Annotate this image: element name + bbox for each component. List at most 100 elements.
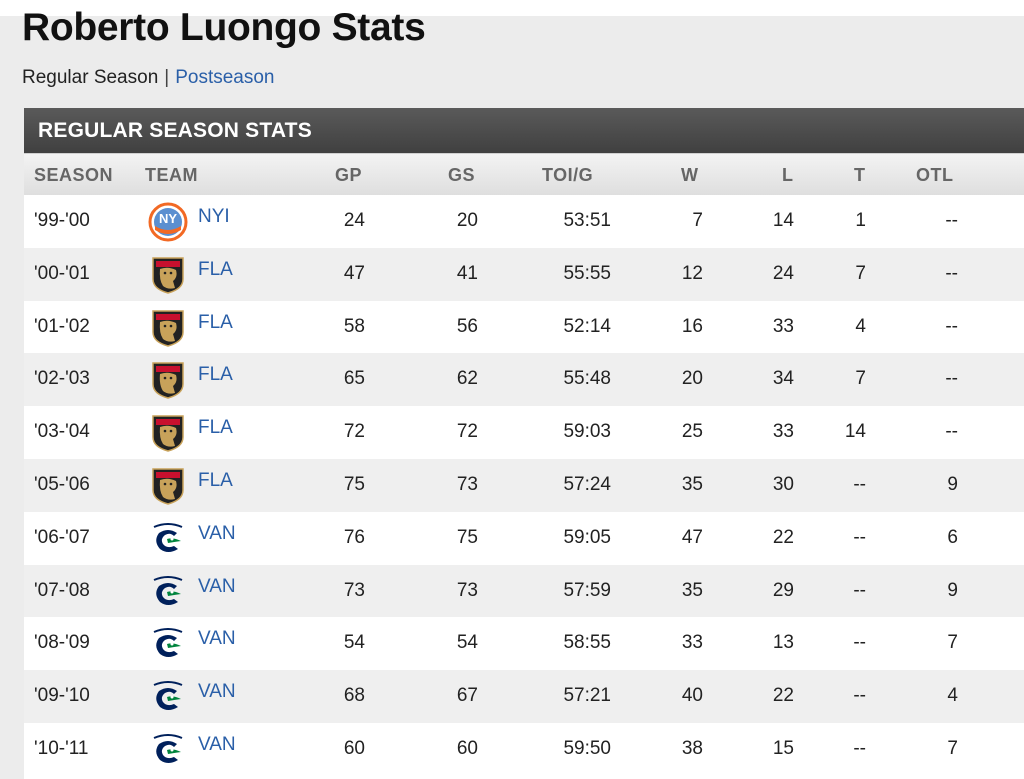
- cell-w: 38: [681, 737, 703, 759]
- table-row: '07-'08 VAN 73 73 57:59 35 29 -- 9: [24, 564, 1024, 618]
- cell-w: 7: [692, 210, 703, 231]
- stats-panel: REGULAR SEASON STATS SEASON TEAM GP GS T…: [24, 108, 1024, 779]
- cell-season: '99-'00: [34, 210, 90, 231]
- cell-season: '07-'08: [34, 579, 90, 601]
- postseason-link[interactable]: Postseason: [175, 67, 275, 88]
- table-row: '09-'10 VAN 68 67 57:21 40 22 -- 4: [24, 670, 1024, 723]
- cell-l: 29: [772, 579, 794, 601]
- cell-t: 14: [844, 421, 866, 443]
- cell-l: 33: [772, 315, 794, 337]
- canucks-logo-icon[interactable]: [148, 624, 188, 664]
- cell-toi: 55:55: [563, 262, 611, 284]
- cell-otl: 4: [947, 685, 958, 707]
- team-cell: NYI: [198, 191, 230, 243]
- team-link[interactable]: VAN: [198, 733, 236, 755]
- team-cell: FLA: [198, 349, 233, 401]
- col-gp: GP: [335, 165, 363, 185]
- table-row: '99-'00 NYI 24 20 53:51 7 14 1 --: [24, 195, 1024, 248]
- panthers-logo-icon[interactable]: [148, 360, 188, 400]
- cell-gp: 58: [343, 315, 365, 337]
- team-link[interactable]: FLA: [198, 311, 233, 333]
- table-row: '08-'09 VAN 54 54 58:55 33 13 -- 7: [24, 617, 1024, 671]
- cell-gs: 56: [456, 315, 478, 337]
- cell-otl: --: [945, 421, 958, 443]
- table-row: '02-'03 FLA 65 62 55:48 20 34 7 --: [24, 353, 1024, 407]
- cell-t: 7: [855, 262, 866, 284]
- cell-toi: 57:24: [563, 473, 611, 495]
- canucks-logo-icon[interactable]: [148, 519, 188, 559]
- cell-t: --: [853, 526, 866, 548]
- cell-t: --: [853, 579, 866, 601]
- team-link[interactable]: FLA: [198, 417, 233, 439]
- team-link[interactable]: VAN: [198, 575, 236, 597]
- cell-otl: 6: [947, 526, 958, 548]
- team-link[interactable]: FLA: [198, 258, 233, 280]
- team-link[interactable]: FLA: [198, 469, 233, 491]
- cell-gs: 73: [456, 473, 478, 495]
- cell-season: '00-'01: [34, 262, 90, 284]
- cell-t: --: [853, 632, 866, 654]
- cell-w: 47: [681, 526, 703, 548]
- panthers-logo-icon[interactable]: [148, 466, 188, 506]
- cell-l: 30: [772, 473, 794, 495]
- cell-gp: 47: [343, 262, 365, 284]
- cell-toi: 59:50: [563, 737, 611, 759]
- panthers-logo-icon[interactable]: [148, 308, 188, 348]
- cell-otl: 9: [947, 473, 958, 495]
- column-headers: SEASON TEAM GP GS TOI/G W L T OTL: [24, 153, 1024, 196]
- cell-toi: 59:03: [563, 421, 611, 443]
- cell-t: 7: [855, 368, 866, 390]
- cell-gp: 24: [343, 210, 365, 231]
- team-cell: VAN: [198, 508, 236, 560]
- col-gs: GS: [448, 165, 476, 185]
- cell-w: 35: [681, 579, 703, 601]
- cell-l: 15: [772, 737, 794, 759]
- cell-w: 40: [681, 685, 703, 707]
- canucks-logo-icon[interactable]: [148, 677, 188, 717]
- islanders-logo-icon[interactable]: [148, 202, 188, 242]
- cell-t: --: [853, 737, 866, 759]
- cell-gp: 60: [343, 737, 365, 759]
- cell-w: 25: [681, 421, 703, 443]
- cell-season: '02-'03: [34, 368, 90, 390]
- canucks-logo-icon[interactable]: [148, 730, 188, 770]
- cell-season: '10-'11: [34, 737, 89, 759]
- cell-l: 13: [772, 632, 794, 654]
- cell-season: '01-'02: [34, 315, 90, 337]
- cell-otl: --: [945, 210, 958, 231]
- team-cell: VAN: [198, 613, 236, 665]
- cell-toi: 57:59: [563, 579, 611, 601]
- team-link[interactable]: FLA: [198, 364, 233, 386]
- col-l: L: [782, 165, 794, 185]
- cell-season: '08-'09: [34, 632, 90, 654]
- team-link[interactable]: NYI: [198, 206, 230, 227]
- team-cell: FLA: [198, 402, 233, 454]
- cell-l: 34: [772, 368, 794, 390]
- canucks-logo-icon[interactable]: [148, 572, 188, 612]
- cell-toi: 55:48: [563, 368, 611, 390]
- cell-l: 33: [772, 421, 794, 443]
- cell-otl: --: [945, 368, 958, 390]
- cell-gp: 65: [343, 368, 365, 390]
- cell-w: 33: [681, 632, 703, 654]
- panthers-logo-icon[interactable]: [148, 255, 188, 295]
- team-link[interactable]: VAN: [198, 628, 236, 650]
- cell-otl: 9: [947, 579, 958, 601]
- cell-gs: 20: [456, 210, 478, 231]
- col-toig: TOI/G: [542, 165, 594, 185]
- table-row: '06-'07 VAN 76 75 59:05 47 22 -- 6: [24, 511, 1024, 565]
- page-title: Roberto Luongo Stats: [22, 6, 426, 49]
- panthers-logo-icon[interactable]: [148, 413, 188, 453]
- cell-gs: 73: [456, 579, 478, 601]
- cell-w: 16: [681, 315, 703, 337]
- cell-gs: 62: [456, 368, 478, 390]
- cell-gp: 68: [343, 685, 365, 707]
- cell-toi: 59:05: [563, 526, 611, 548]
- cell-t: 1: [855, 210, 866, 231]
- team-cell: VAN: [198, 666, 236, 718]
- cell-gp: 73: [343, 579, 365, 601]
- team-link[interactable]: VAN: [198, 522, 236, 544]
- team-link[interactable]: VAN: [198, 681, 236, 703]
- cell-season: '09-'10: [34, 685, 90, 707]
